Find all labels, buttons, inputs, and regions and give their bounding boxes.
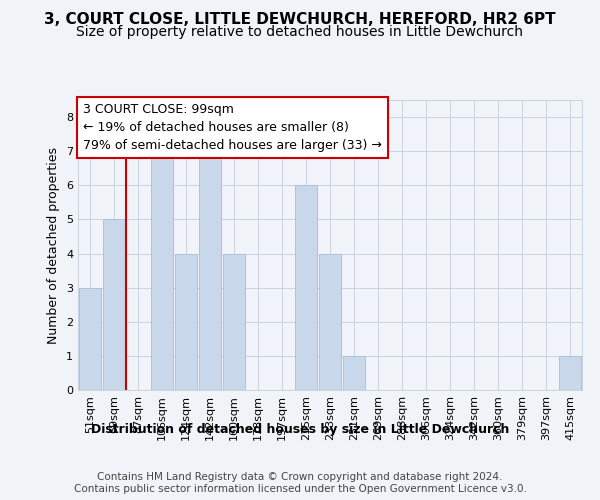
Bar	[343, 356, 365, 390]
Bar	[223, 254, 245, 390]
Text: Contains HM Land Registry data © Crown copyright and database right 2024.
Contai: Contains HM Land Registry data © Crown c…	[74, 472, 526, 494]
Y-axis label: Number of detached properties: Number of detached properties	[47, 146, 61, 344]
Text: 3 COURT CLOSE: 99sqm
← 19% of detached houses are smaller (8)
79% of semi-detach: 3 COURT CLOSE: 99sqm ← 19% of detached h…	[83, 103, 382, 152]
Bar	[151, 151, 173, 390]
Bar	[295, 186, 317, 390]
Text: 3, COURT CLOSE, LITTLE DEWCHURCH, HEREFORD, HR2 6PT: 3, COURT CLOSE, LITTLE DEWCHURCH, HEREFO…	[44, 12, 556, 28]
Bar	[559, 356, 581, 390]
Bar	[319, 254, 341, 390]
Bar	[175, 254, 197, 390]
Text: Size of property relative to detached houses in Little Dewchurch: Size of property relative to detached ho…	[77, 25, 523, 39]
Bar	[103, 220, 125, 390]
Bar	[199, 151, 221, 390]
Bar	[79, 288, 101, 390]
Text: Distribution of detached houses by size in Little Dewchurch: Distribution of detached houses by size …	[91, 422, 509, 436]
